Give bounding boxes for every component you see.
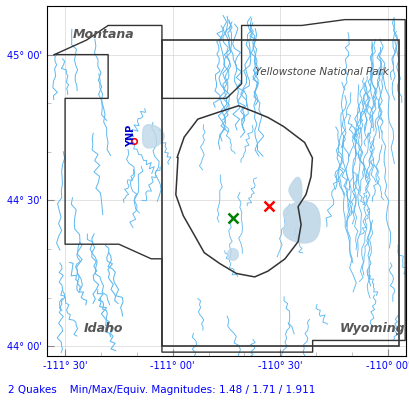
Polygon shape — [288, 178, 301, 203]
Text: YNP: YNP — [126, 125, 135, 148]
Polygon shape — [283, 202, 319, 243]
Polygon shape — [227, 248, 238, 260]
Bar — [162, 40, 398, 346]
Polygon shape — [142, 125, 164, 148]
Text: Idaho: Idaho — [84, 322, 123, 335]
Text: Wyoming: Wyoming — [339, 322, 405, 335]
Text: Montana: Montana — [73, 28, 134, 41]
Text: Yellowstone National Park: Yellowstone National Park — [254, 67, 387, 77]
Text: 2 Quakes    Min/Max/Equiv. Magnitudes: 1.48 / 1.71 / 1.911: 2 Quakes Min/Max/Equiv. Magnitudes: 1.48… — [8, 385, 315, 395]
